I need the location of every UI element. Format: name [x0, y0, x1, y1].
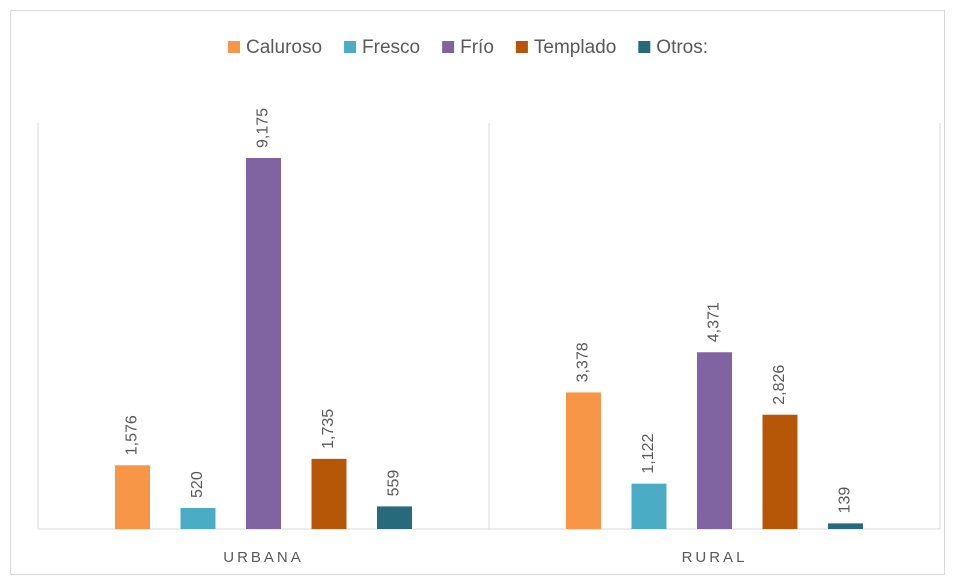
legend-swatch [515, 41, 528, 53]
data-label: 1,122 [640, 433, 657, 473]
data-label: 1,735 [320, 409, 337, 449]
legend-label: Caluroso [246, 37, 322, 58]
legend-swatch [228, 41, 240, 53]
legend-label: Templado [534, 37, 616, 58]
legend-swatch [344, 41, 357, 53]
legend-label: Frío [460, 37, 494, 58]
bar [377, 506, 412, 529]
bar [762, 414, 798, 529]
data-label: 2,826 [771, 365, 788, 405]
data-label: 520 [189, 471, 206, 498]
x-tick-label: RURAL [682, 549, 748, 566]
chart-frame [10, 10, 945, 575]
bar [115, 465, 150, 529]
bar [246, 158, 281, 529]
legend-label: Fresco [362, 37, 420, 58]
data-label: 1,576 [124, 415, 141, 455]
bar [180, 507, 216, 529]
legend-swatch [442, 41, 455, 53]
x-tick-label: URBANA [223, 549, 304, 566]
data-label: 3,378 [575, 342, 592, 382]
bar [631, 483, 667, 529]
data-label: 9,175 [255, 108, 272, 148]
bar [566, 392, 601, 529]
legend-label: Otros: [656, 37, 708, 58]
legend-swatch [638, 41, 651, 53]
bar [828, 523, 863, 529]
data-label: 139 [837, 487, 854, 514]
data-label: 4,371 [706, 302, 723, 342]
bar [697, 352, 732, 529]
bar [311, 458, 347, 529]
data-label: 559 [386, 470, 403, 497]
